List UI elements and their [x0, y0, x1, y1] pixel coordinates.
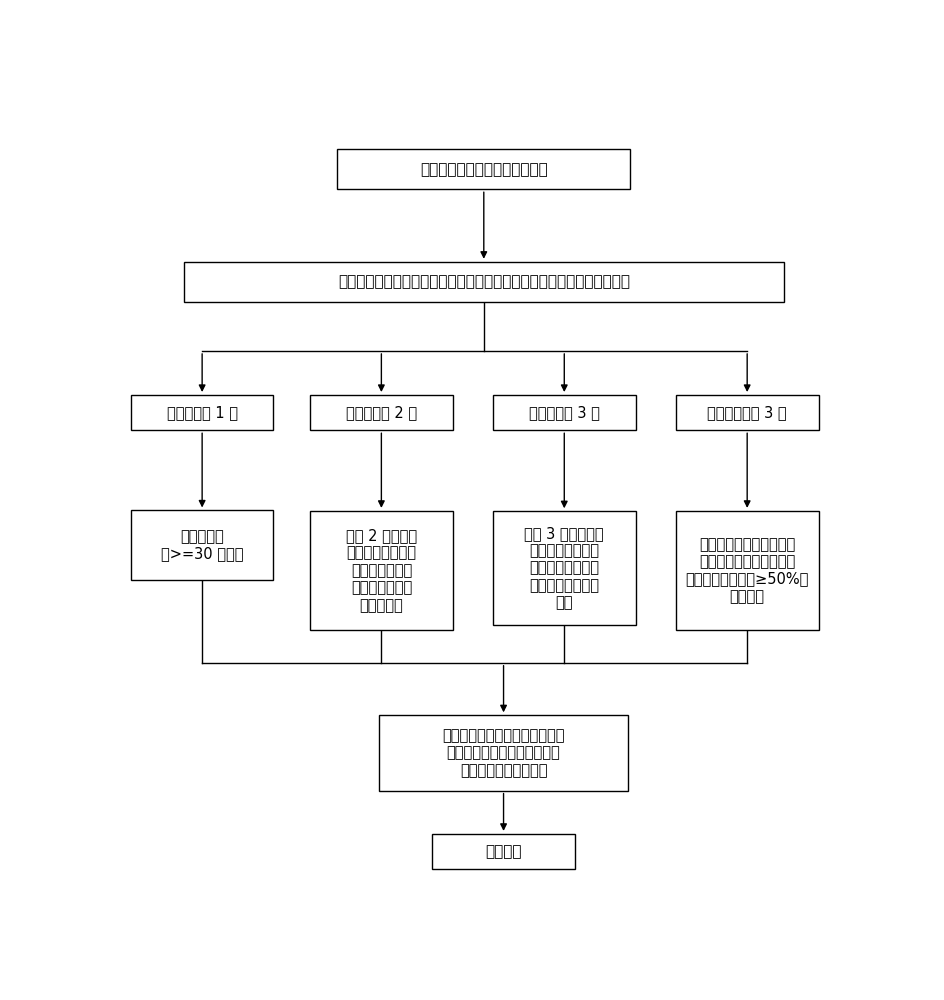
Text: 保留 3 条序列一致
的相应位点，否则
只保留与标准人类
基因组序列一致的
位点: 保留 3 条序列一致 的相应位点，否则 只保留与标准人类 基因组序列一致的 位点 — [525, 526, 604, 610]
Bar — [676, 511, 818, 630]
Text: 同类序列为 3 条: 同类序列为 3 条 — [529, 405, 599, 420]
Bar — [493, 511, 635, 625]
Bar — [676, 395, 818, 430]
Bar — [131, 395, 274, 430]
Bar — [432, 834, 575, 869]
Text: 测序序列与标准人类基因组比对: 测序序列与标准人类基因组比对 — [420, 162, 548, 177]
Text: 保留满足至少三条序列包
含相同的碱基并且碱基数
占总碱基数的比例≥50%条
件的位点: 保留满足至少三条序列包 含相同的碱基并且碱基数 占总碱基数的比例≥50%条 件的… — [685, 537, 809, 604]
Text: 同类序列为 2 条: 同类序列为 2 条 — [346, 405, 417, 420]
Text: 如果出现无法满足以上条件，则
选取测序质量值最高的序列位
点用于后续的突变计算: 如果出现无法满足以上条件，则 选取测序质量值最高的序列位 点用于后续的突变计算 — [443, 728, 565, 778]
Bar — [131, 510, 274, 580]
Text: 矫正序列: 矫正序列 — [485, 844, 522, 859]
Text: 保留 2 条序列一
致的相应位点，否
则只保留与标准
人类基因组序列
一致的位点: 保留 2 条序列一 致的相应位点，否 则只保留与标准 人类基因组序列 一致的位点 — [346, 528, 417, 613]
Bar — [310, 395, 453, 430]
Text: 同类序列大于 3 条: 同类序列大于 3 条 — [707, 405, 787, 420]
Text: 根据在标准人类基因组上的比对位置和随机分子标签种类将测序序列分类: 根据在标准人类基因组上的比对位置和随机分子标签种类将测序序列分类 — [338, 274, 630, 289]
Text: 保留测序质
量>=30 的位点: 保留测序质 量>=30 的位点 — [160, 529, 244, 561]
Text: 同类序列为 1 条: 同类序列为 1 条 — [167, 405, 238, 420]
Bar — [338, 149, 631, 189]
Bar — [493, 395, 635, 430]
Bar — [184, 262, 784, 302]
Bar — [310, 511, 453, 630]
Bar — [379, 715, 628, 791]
